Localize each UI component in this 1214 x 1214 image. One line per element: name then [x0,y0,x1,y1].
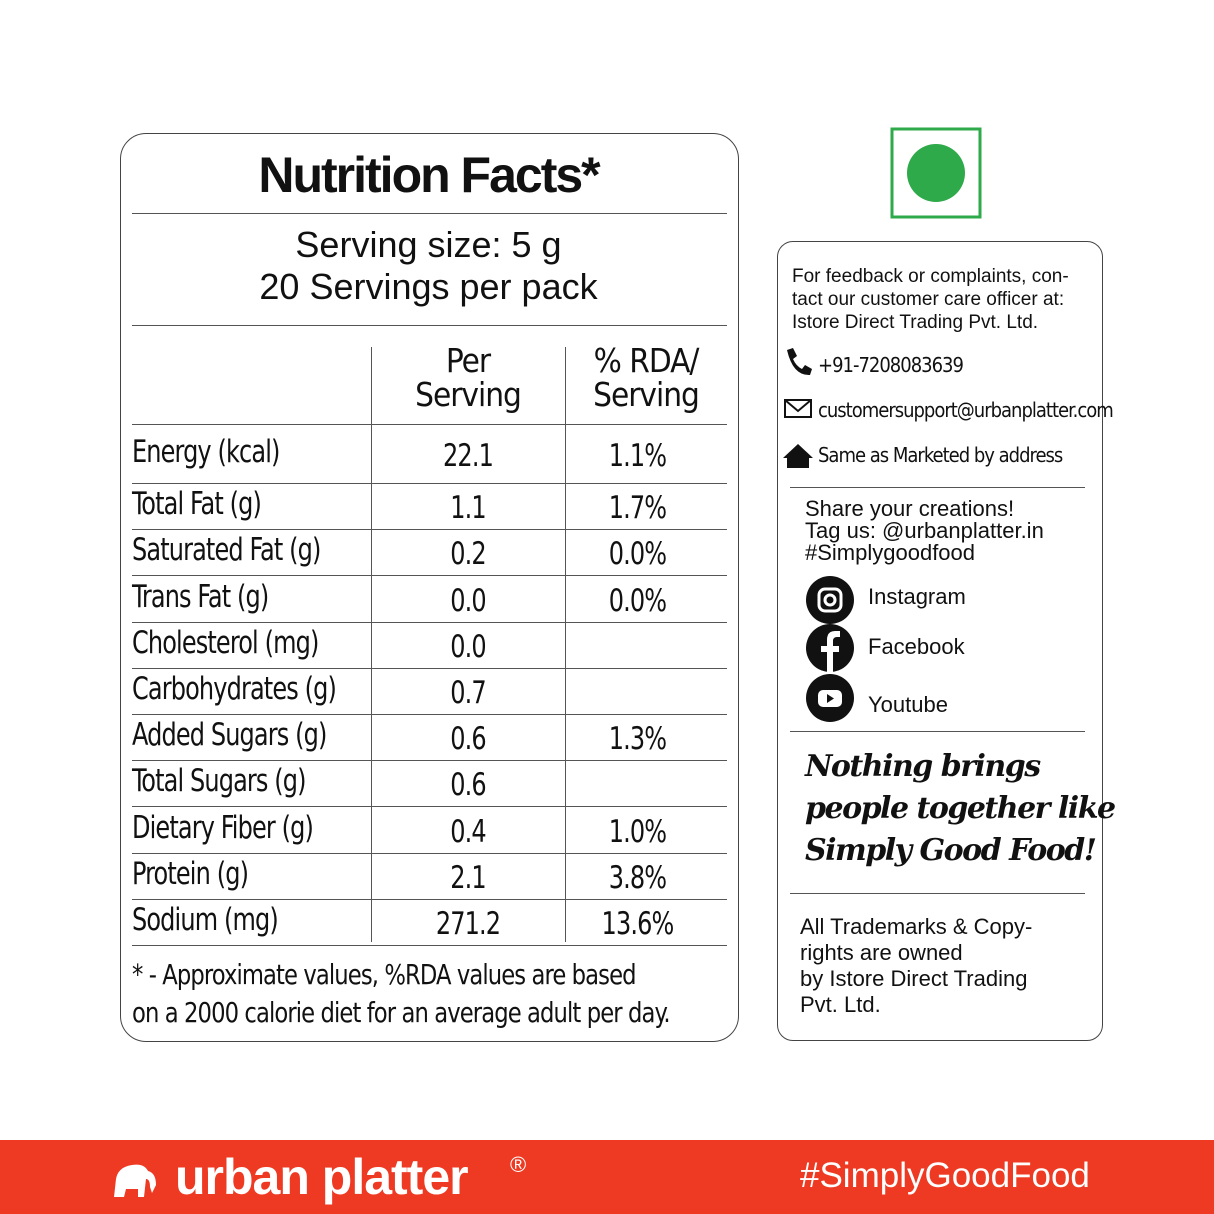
row-line [132,667,727,669]
nutrient-name: Added Sugars (g) [132,717,327,754]
footnote: * - Approximate values, %RDA values are … [132,956,671,1032]
text-line: tact our customer care officer at: [792,289,1065,310]
veg-mark [890,127,982,219]
column-line [565,347,566,942]
divider [132,213,727,214]
divider [790,487,1085,488]
rda: 13.6% [601,905,675,942]
text-line: #Simplygoodfood [805,540,976,565]
divider [790,731,1085,732]
slogan-line: Nothing brings [805,749,1041,784]
nutrient-name: Total Fat (g) [132,486,262,523]
divider [790,893,1085,894]
text-line: Pvt. Ltd. [800,992,881,1017]
per-serving: 0.4 [450,813,486,850]
brand: urban platter [175,1149,469,1205]
hashtag: #SimplyGoodFood [800,1156,1090,1195]
per-serving: 1.1 [450,490,486,527]
footer-bar [0,1140,1214,1214]
rda: 1.0% [608,813,667,850]
per-serving: 271.2 [435,905,501,942]
header-rda: % RDA/ Serving [593,341,700,414]
serving-size: Serving size: 5 g [295,224,562,265]
slogan: Nothing brings people together like Simp… [805,746,1116,872]
row-line [132,529,727,531]
email: customersupport@urbanplatter.com [818,398,1114,422]
nutrient-name: Dietary Fiber (g) [132,809,314,846]
address: Same as Marketed by address [818,443,1063,467]
header-per-serving: Per Serving [415,341,522,414]
slogan-line: Simply Good Food! [805,833,1097,868]
rda: 0.0% [608,536,667,573]
row-line [132,898,727,900]
nutrition-title: Nutrition Facts* [258,147,600,203]
nutrient-name: Protein (g) [132,855,249,892]
row-line [132,806,727,808]
per-serving: 0.0 [450,628,486,665]
elephant-logo [114,1164,156,1197]
servings: 20 Servings per pack [259,266,598,307]
row-line [132,424,727,425]
per-serving: 0.6 [450,767,486,804]
phone: +91-7208083639 [818,353,964,377]
nutrient-name: Total Sugars (g) [132,763,307,800]
per-serving: 0.6 [450,721,486,758]
row-line [132,852,727,854]
row-line [132,483,727,484]
social-link[interactable]: Facebook [868,634,965,659]
nutrient-name: Trans Fat (g) [132,578,269,615]
rda: 1.3% [608,721,667,758]
nutrient-name: Sodium (mg) [132,901,279,938]
text-line: Tag us: @urbanplatter.in [805,518,1044,543]
text-line: rights are owned [800,940,963,965]
social-link[interactable]: Youtube [868,692,948,717]
contact-icons [783,348,813,468]
nutrient-name: Cholesterol (mg) [132,624,319,661]
nutrient-name: Carbohydrates (g) [132,670,337,707]
per-serving: 0.0 [450,582,486,619]
contact-intro: For feedback or complaints, con- tact ou… [792,265,1069,334]
text-line: All Trademarks & Copy- [800,914,1033,939]
share-text: Share your creations! Tag us: @urbanplat… [805,498,1044,564]
row-line [132,760,727,762]
row-line [132,945,727,946]
per-serving: 0.7 [450,674,486,711]
per-serving: 22.1 [443,437,494,474]
slogan-line: people together like [805,791,1116,826]
column-line [371,347,372,942]
per-serving: 0.2 [450,536,486,573]
social-link[interactable]: Instagram [868,584,966,609]
nutrient-name: Energy (kcal) [132,433,280,470]
footnote-line: * - Approximate values, %RDA values are … [132,958,637,991]
footnote-line: on a 2000 calorie diet for an average ad… [132,996,671,1029]
rda: 3.8% [608,859,667,896]
text-line: Share your creations! [805,496,1015,521]
social-icons [806,576,854,722]
row-line [132,621,727,623]
per-serving: 2.1 [450,859,486,896]
registered: ® [510,1152,527,1177]
trademark: All Trademarks & Copy- rights are owned … [800,914,1032,1018]
divider [132,325,727,326]
row-line [132,575,727,577]
rda: 0.0% [608,582,667,619]
row-line [132,714,727,715]
text-line: For feedback or complaints, con- [792,266,1069,287]
rda: 1.1% [608,437,667,474]
text-line: Istore Direct Trading Pvt. Ltd. [792,312,1039,333]
info-card [777,241,1103,1041]
nutrition-card [120,133,739,1042]
rda: 1.7% [608,490,667,527]
text-line: by Istore Direct Trading [800,966,1028,991]
nutrient-name: Saturated Fat (g) [132,532,321,569]
